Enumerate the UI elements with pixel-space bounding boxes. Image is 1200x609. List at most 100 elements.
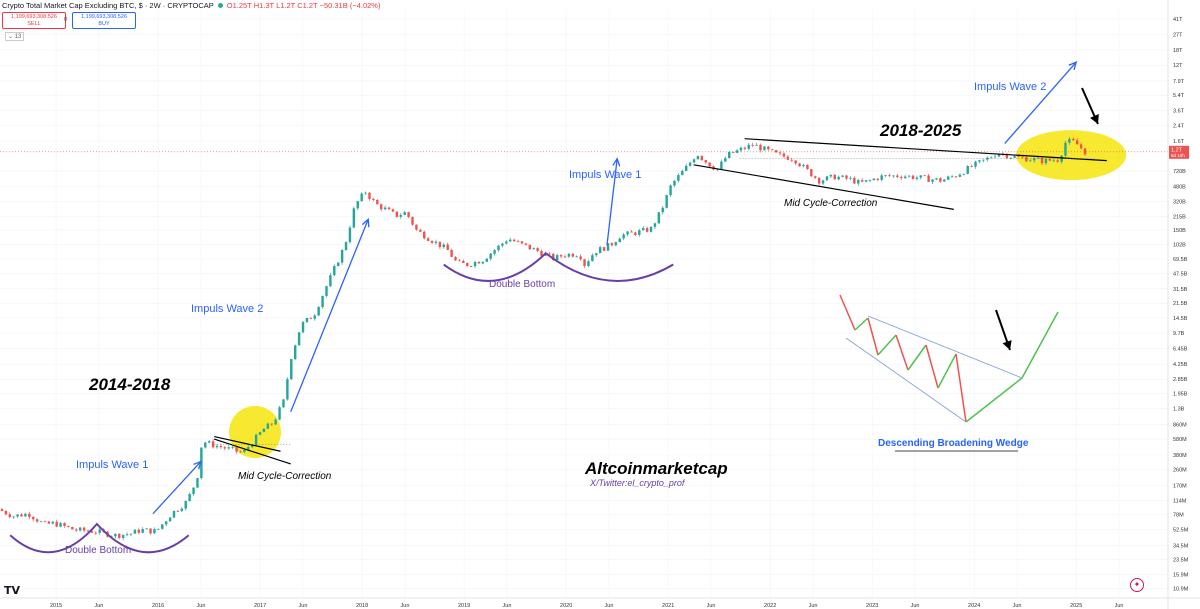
candle-body: [1064, 142, 1067, 156]
candle-body: [989, 157, 993, 159]
volume-toggle[interactable]: ⌄ 13: [5, 32, 25, 41]
candle-body: [301, 322, 305, 333]
x-tick-label: 2015: [50, 603, 62, 609]
y-tick-label: 2.4T: [1173, 124, 1185, 130]
candle-body: [39, 521, 43, 523]
impulse-arrow-1-left-head: [193, 460, 202, 470]
candle-body: [1029, 160, 1032, 162]
wedge-zigzag-segment: [854, 317, 869, 331]
candle-body: [266, 423, 270, 429]
candle-body: [200, 447, 203, 479]
candle-body: [837, 176, 840, 180]
candle-body: [75, 529, 78, 531]
candle-body: [1032, 158, 1036, 161]
y-tick-label: 102B: [1173, 243, 1186, 249]
candle-body: [262, 428, 266, 433]
candle-body: [477, 261, 481, 264]
candle-body: [626, 231, 629, 235]
double-bottom-left-label: Double Bottom: [65, 545, 131, 556]
buy-price: 1,199,693,308,526: [81, 14, 127, 20]
candle-body: [489, 253, 492, 259]
candle-body: [907, 175, 911, 177]
y-tick-label: 69.5B: [1173, 257, 1188, 263]
candle-body: [841, 175, 844, 177]
candle-body: [473, 261, 477, 267]
candle-body: [28, 513, 31, 517]
candle-body: [598, 247, 602, 254]
y-tick-label: 6.45B: [1173, 346, 1188, 352]
candle-body: [352, 208, 356, 228]
ohlc-readout: O1.25T H1.3T L1.2T C1.2T −50.31B (−4.02%…: [226, 1, 381, 10]
y-tick-label: 260M: [1173, 467, 1187, 473]
candle-body: [309, 317, 313, 319]
mid-cycle-left-label: Mid Cycle-Correction: [238, 471, 332, 482]
wedge-zigzag-segment: [1021, 311, 1059, 379]
candle-body: [180, 508, 184, 512]
candle-body: [1036, 157, 1040, 159]
current-price-tag: [1169, 145, 1189, 159]
candle-body: [966, 166, 969, 174]
wedge-lower-line-left: [214, 438, 291, 465]
pointer-arrow-wedge-head: [1002, 340, 1012, 350]
candle-body: [798, 163, 801, 167]
double-bottom-curve-left: [9, 522, 190, 554]
x-tick-label: 2024: [968, 603, 980, 609]
candle-body: [993, 156, 997, 158]
candle-body: [141, 529, 144, 533]
candle-body: [567, 253, 571, 257]
candle-body: [759, 144, 762, 151]
candle-body: [1021, 156, 1024, 158]
candle-body: [462, 260, 465, 263]
wedge-upper-boundary: [867, 315, 1023, 379]
candle-body: [164, 521, 168, 525]
candle-body: [247, 447, 250, 450]
candle-body: [380, 204, 383, 210]
impulse-arrow-2-left-head: [361, 217, 370, 228]
candle-body: [493, 250, 496, 254]
candle-body: [395, 211, 399, 217]
candle-body: [579, 256, 582, 260]
candle-body: [219, 445, 223, 448]
y-tick-label: 23.5M: [1173, 558, 1189, 564]
tradingview-logo-icon[interactable]: TV: [4, 584, 21, 597]
candle-body: [872, 178, 876, 181]
candle-body: [540, 251, 543, 256]
candle-body: [227, 447, 230, 449]
impulse-arrow-2-right: [1004, 61, 1077, 144]
period-title-right: 2018-2025: [879, 121, 962, 140]
candle-body: [137, 529, 141, 533]
candle-body: [954, 176, 958, 178]
candle-body: [278, 407, 281, 420]
sell-label: SELL: [27, 20, 41, 27]
candle-body: [157, 528, 160, 530]
candle-body: [849, 177, 852, 179]
candle-body: [520, 241, 524, 244]
wedge-zigzag-segment: [925, 344, 939, 389]
candle-body: [1009, 157, 1012, 159]
candle-body: [458, 260, 461, 262]
highlight-circle-left: [229, 406, 282, 459]
x-tick-label: 2023: [866, 603, 878, 609]
candle-body: [622, 234, 625, 239]
candle-body: [896, 175, 899, 177]
sell-button[interactable]: 1,199,693,308,526 SELL: [2, 12, 66, 29]
x-tick-label: Jun: [1115, 603, 1124, 609]
candle-body: [1079, 144, 1083, 149]
candle-body: [254, 434, 258, 445]
x-tick-label: Jun: [299, 603, 308, 609]
candle-body: [958, 174, 962, 177]
buy-button[interactable]: 1,199,693,308,526 BUY: [72, 12, 136, 29]
symbol-title[interactable]: Crypto Total Market Cap Excluding BTC, $…: [2, 1, 214, 10]
impulse-wave-2-right-label: Impuls Wave 2: [974, 81, 1046, 93]
candle-body: [176, 510, 180, 512]
candle-body: [767, 146, 770, 150]
x-tick-label: 2016: [152, 603, 164, 609]
candle-body: [133, 529, 137, 534]
candle-body: [669, 185, 672, 196]
y-tick-label: 215B: [1173, 215, 1186, 221]
candle-body: [469, 266, 473, 267]
candle-body: [946, 176, 950, 180]
candle-body: [665, 195, 668, 208]
candle-body: [700, 156, 704, 161]
